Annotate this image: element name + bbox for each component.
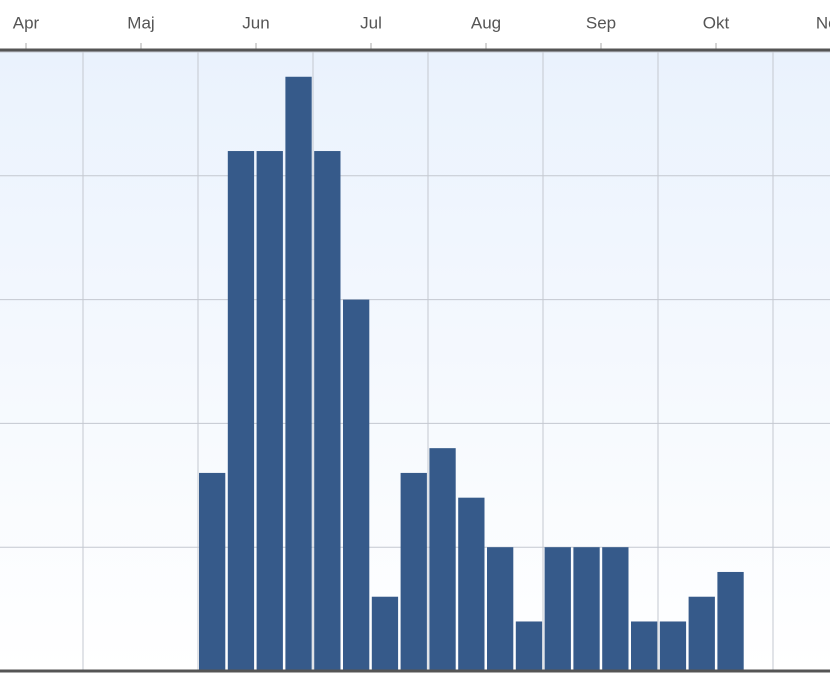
bar [659, 621, 687, 671]
bar [602, 547, 629, 671]
bar [314, 151, 341, 672]
bar [515, 621, 543, 671]
bar [371, 596, 399, 671]
bar [429, 448, 456, 671]
x-tick-label: Okt [703, 13, 730, 32]
x-tick-label: Jun [242, 13, 269, 32]
bar [256, 151, 283, 672]
x-tick-label: Jul [360, 13, 382, 32]
bar [227, 151, 255, 672]
bar [573, 547, 600, 671]
bar [400, 472, 427, 671]
bar [487, 547, 514, 671]
x-tick-label: Sep [586, 13, 616, 32]
bar [458, 497, 485, 671]
bar [343, 299, 370, 671]
bar [717, 571, 744, 671]
x-tick-label: Maj [127, 13, 154, 32]
bar [688, 596, 715, 671]
x-tick-label: Apr [13, 13, 40, 32]
x-tick-label: Aug [471, 13, 501, 32]
bar [544, 547, 571, 671]
x-tick-label: Nov [816, 13, 830, 32]
bar [631, 621, 658, 671]
bar [199, 472, 226, 671]
bar [285, 76, 312, 671]
